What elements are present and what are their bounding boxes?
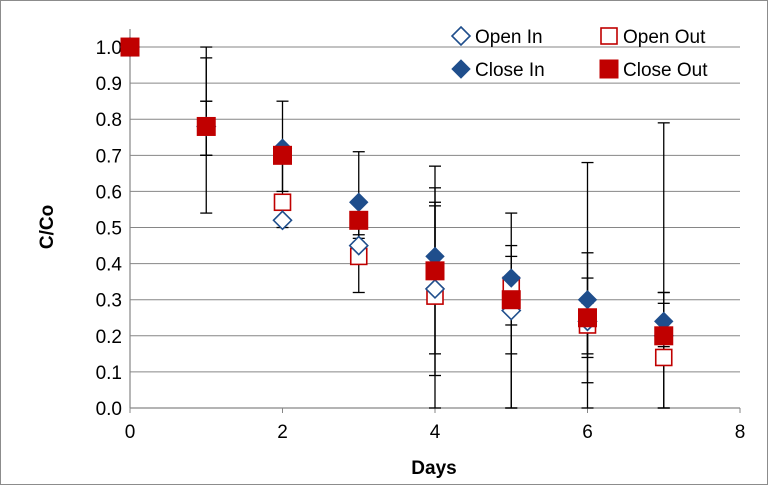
y-tick-label: 0.8 (96, 110, 122, 131)
legend-marker (599, 59, 619, 79)
data-point (501, 268, 521, 288)
data-point (120, 37, 140, 57)
data-point (424, 278, 446, 300)
y-tick-label: 0.1 (96, 363, 122, 384)
y-tick-label: 0.2 (96, 327, 122, 348)
legend: Open In Open Out Close In Close Out (450, 25, 708, 81)
data-point (273, 193, 292, 212)
data-markers (119, 36, 674, 367)
data-point (654, 348, 673, 367)
data-point (196, 116, 216, 136)
x-tick-label: 0 (125, 422, 136, 443)
data-point (349, 210, 369, 230)
legend-item: Open In (450, 25, 543, 48)
y-tick-label: 1.0 (96, 38, 122, 59)
data-point (273, 145, 292, 165)
y-tick-label: 0.5 (96, 219, 122, 240)
y-tick-label: 0.7 (96, 146, 122, 167)
data-point (348, 235, 369, 256)
data-point (425, 261, 445, 281)
data-point (578, 308, 597, 328)
legend-label: Close Out (623, 60, 708, 81)
x-tick-label: 2 (277, 422, 288, 443)
legend-item: Close In (451, 59, 545, 81)
legend-marker (600, 27, 618, 45)
legend-marker (450, 25, 472, 47)
data-point (272, 210, 293, 231)
legend-marker (451, 59, 471, 79)
y-tick-label: 0.0 (96, 399, 122, 420)
y-tick-label: 0.6 (96, 182, 122, 203)
data-point (349, 192, 369, 212)
tick-labels: 0.0 0.1 0.2 0.3 0.4 0.5 0.6 0.7 0.8 0.9 1.0 0 2 4 6 8 (96, 38, 746, 443)
x-tick-label: 4 (430, 422, 441, 443)
y-tick-label: 0.3 (96, 291, 122, 312)
legend-item: Open Out (600, 27, 706, 48)
x-tick-label: 8 (735, 422, 746, 443)
y-tick-label: 0.9 (96, 74, 122, 95)
legend-label: Close In (475, 60, 545, 81)
legend-label: Open In (475, 27, 543, 48)
legend-item: Close Out (599, 59, 708, 81)
gridlines (130, 46, 740, 373)
x-tick-label: 6 (582, 422, 593, 443)
data-point (501, 290, 521, 310)
legend-label: Open Out (623, 27, 706, 48)
x-axis-label: Days (411, 458, 456, 479)
data-point (577, 290, 598, 310)
y-tick-label: 0.4 (96, 255, 123, 276)
data-point (654, 326, 674, 346)
y-axis-label: C/Co (37, 205, 58, 249)
